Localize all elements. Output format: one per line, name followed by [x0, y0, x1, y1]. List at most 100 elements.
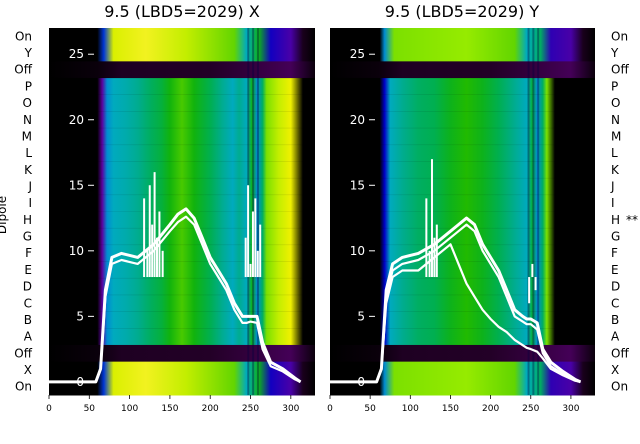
overlay-tick-label: 25 [350, 47, 365, 61]
row-label: Off [14, 63, 32, 77]
heatmap-row [49, 28, 315, 46]
heatmap-row [330, 44, 595, 62]
series-line [330, 223, 581, 383]
row-label: K [611, 163, 620, 177]
row-label: Off [611, 63, 629, 77]
heatmap-row [49, 61, 315, 79]
heatmap-row [330, 194, 595, 212]
row-label: F [25, 246, 32, 260]
heatmap-row [330, 178, 595, 196]
heatmap-row [49, 261, 315, 279]
heatmap-row [49, 78, 315, 96]
overlay-tick-label: 20 [350, 113, 365, 127]
x-tick-label: 0 [327, 404, 333, 414]
heatmap-row [330, 61, 595, 79]
heatmap-row [330, 161, 595, 179]
row-label: E [611, 263, 619, 277]
row-label: L [25, 146, 32, 160]
heatmap-row [49, 194, 315, 212]
overlay-tick-label: 15 [69, 178, 84, 192]
x-tick-label: 200 [202, 404, 219, 414]
row-label: P [25, 79, 32, 93]
row-label: B [24, 313, 32, 327]
heatmap-row [330, 378, 595, 396]
x-tick-label: 50 [84, 404, 96, 414]
row-label: Off [14, 346, 32, 360]
row-label: M [22, 129, 32, 143]
heatmap-row [330, 244, 595, 263]
overlay-tick-label: 15 [350, 178, 365, 192]
overlay-tick-label: 10 [350, 244, 365, 258]
heatmap-row [49, 144, 315, 162]
heatmap-streak [537, 28, 540, 395]
row-label: P [611, 79, 618, 93]
row-label: I [28, 196, 32, 210]
heatmap-row [49, 344, 315, 363]
row-label: Y [24, 46, 33, 60]
x-tick-label: 300 [282, 404, 299, 414]
heatmap-row [49, 311, 315, 329]
row-label: O [23, 96, 32, 110]
heatmap-row [330, 344, 595, 363]
x-tick-label: 100 [402, 404, 419, 414]
heatmap-row [330, 278, 595, 296]
row-label: E [24, 263, 32, 277]
overlay-tick-label: 20 [69, 113, 84, 127]
x-tick-label: 150 [161, 404, 178, 414]
row-label: N [23, 113, 32, 127]
x-tick-label: 150 [442, 404, 459, 414]
row-label: G [23, 230, 32, 244]
series-line [49, 215, 301, 383]
x-tick-label: 200 [482, 404, 499, 414]
row-label: D [611, 280, 620, 294]
overlay-tick-label: 25 [69, 47, 84, 61]
y-axis-label: Dipole [0, 196, 9, 234]
series-line [330, 243, 581, 383]
heatmap-row [49, 94, 315, 112]
heatmap-row [330, 361, 595, 379]
heatmap-row [49, 228, 315, 246]
row-label: On [611, 380, 628, 394]
series-line [330, 216, 582, 384]
row-label: C [24, 296, 32, 310]
heatmap-row [330, 78, 595, 96]
row-label: J [610, 179, 615, 193]
heatmap-streak [532, 28, 535, 395]
heatmap-row [49, 244, 315, 263]
series-line [49, 207, 302, 384]
row-label: H [23, 213, 32, 227]
chart-title: 9.5 (LBD5=2029) X [104, 2, 260, 21]
row-label: Y [610, 46, 619, 60]
row-label: A [24, 330, 33, 344]
heatmap-row [330, 111, 595, 129]
row-label: Off [611, 346, 629, 360]
row-label: F [611, 246, 618, 260]
heatmap-row [49, 278, 315, 296]
row-label: H [611, 213, 620, 227]
overlay-tick-label: 5 [357, 309, 365, 323]
heatmap-row [330, 128, 595, 146]
row-label: C [611, 296, 619, 310]
row-label: K [24, 163, 33, 177]
x-tick-label: 250 [242, 404, 259, 414]
row-label: On [611, 29, 628, 43]
heatmap-row [330, 228, 595, 246]
heatmap-row [330, 328, 595, 346]
x-tick-label: 50 [364, 404, 376, 414]
row-label: On [15, 29, 32, 43]
row-label: X [611, 363, 619, 377]
overlay-tick-label: 5 [76, 309, 84, 323]
row-label: D [23, 280, 32, 294]
heatmap-row [330, 294, 595, 313]
heatmap-streak [527, 28, 530, 395]
x-tick-label: 300 [562, 404, 579, 414]
row-label: A [611, 330, 620, 344]
x-tick-label: 100 [121, 404, 138, 414]
heatmap-row [49, 161, 315, 179]
row-label: B [611, 313, 619, 327]
overlay-tick-label: 10 [69, 244, 84, 258]
